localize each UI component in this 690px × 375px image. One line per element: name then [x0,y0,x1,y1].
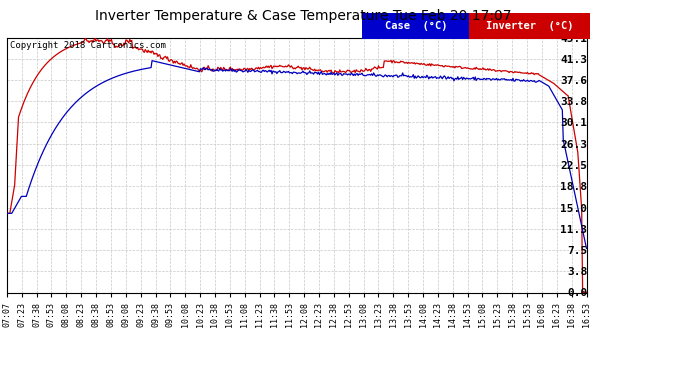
Text: Inverter Temperature & Case Temperature Tue Feb 20 17:07: Inverter Temperature & Case Temperature … [95,9,512,23]
Text: Copyright 2018 Cartronics.com: Copyright 2018 Cartronics.com [10,41,166,50]
Text: Case  (°C): Case (°C) [384,21,447,31]
Bar [469,13,590,39]
Bar [362,13,469,39]
Text: Inverter  (°C): Inverter (°C) [486,21,573,31]
